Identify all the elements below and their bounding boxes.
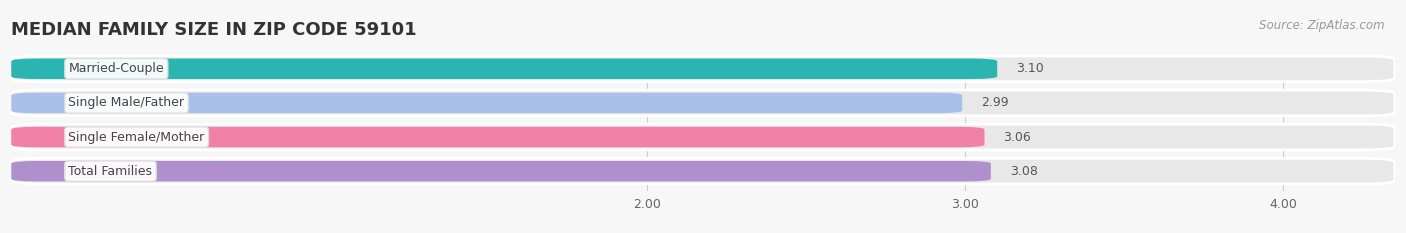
- Text: 2.99: 2.99: [981, 96, 1010, 110]
- Text: 3.08: 3.08: [1010, 165, 1038, 178]
- FancyBboxPatch shape: [11, 161, 991, 182]
- Text: Married-Couple: Married-Couple: [69, 62, 165, 75]
- FancyBboxPatch shape: [11, 90, 1395, 116]
- Text: Total Families: Total Families: [69, 165, 152, 178]
- Text: Single Female/Mother: Single Female/Mother: [69, 130, 205, 144]
- Text: 3.10: 3.10: [1017, 62, 1045, 75]
- FancyBboxPatch shape: [11, 127, 984, 147]
- FancyBboxPatch shape: [11, 124, 1395, 150]
- FancyBboxPatch shape: [11, 58, 997, 79]
- FancyBboxPatch shape: [11, 56, 1395, 82]
- FancyBboxPatch shape: [11, 158, 1395, 184]
- Text: MEDIAN FAMILY SIZE IN ZIP CODE 59101: MEDIAN FAMILY SIZE IN ZIP CODE 59101: [11, 21, 416, 39]
- FancyBboxPatch shape: [11, 93, 962, 113]
- Text: 3.06: 3.06: [1004, 130, 1032, 144]
- Text: Source: ZipAtlas.com: Source: ZipAtlas.com: [1260, 19, 1385, 32]
- Text: Single Male/Father: Single Male/Father: [69, 96, 184, 110]
